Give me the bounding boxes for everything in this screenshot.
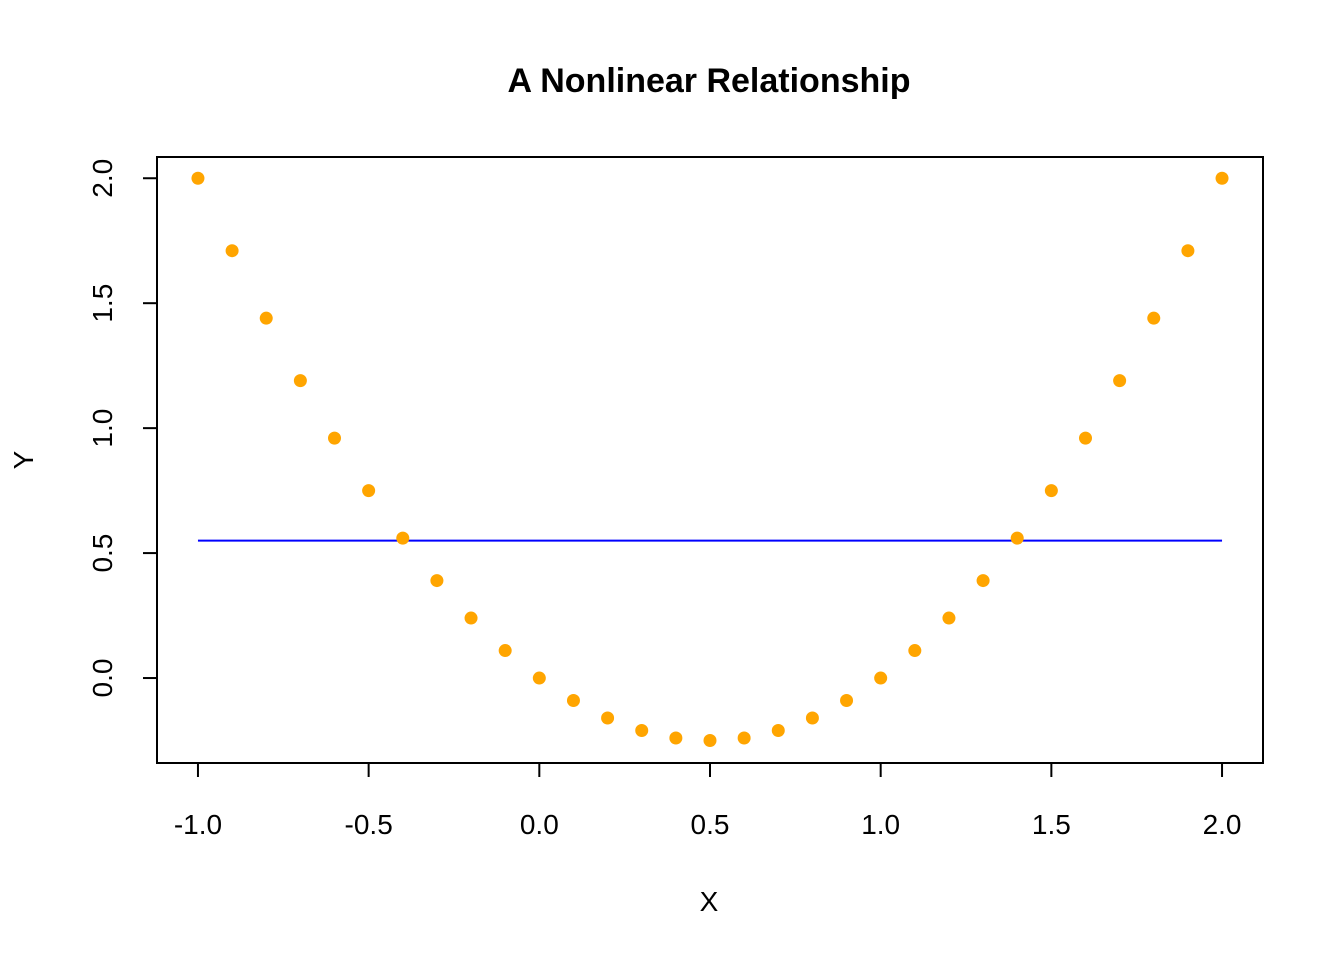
y-tick-label: 0.5 (87, 534, 118, 573)
data-point (396, 531, 410, 545)
data-point (1113, 374, 1127, 388)
data-point (771, 724, 785, 738)
data-point (1078, 431, 1092, 445)
y-tick-label: 2.0 (87, 159, 118, 198)
data-point (1010, 531, 1024, 545)
data-point (703, 734, 717, 748)
data-point (874, 671, 888, 685)
x-tick-label: 1.5 (1032, 809, 1071, 840)
data-point (840, 694, 854, 708)
data-point (635, 724, 649, 738)
y-tick-label: 1.0 (87, 409, 118, 448)
data-point (191, 171, 205, 185)
data-point (362, 484, 376, 498)
data-point (259, 311, 273, 325)
x-axis-label: X (700, 886, 719, 917)
data-point (976, 574, 990, 588)
data-point (1215, 171, 1229, 185)
data-point (1181, 244, 1195, 258)
data-point (430, 574, 444, 588)
y-tick-label: 0.0 (87, 659, 118, 698)
x-tick-label: 0.0 (520, 809, 559, 840)
data-point (498, 644, 512, 658)
data-point (601, 711, 615, 725)
data-point (805, 711, 819, 725)
data-point (908, 644, 922, 658)
data-point (328, 431, 342, 445)
data-point (737, 731, 751, 745)
data-point (942, 611, 956, 625)
y-axis-label: Y (8, 450, 39, 469)
x-axis: -1.0 -0.5 0.0 0.5 1.0 1.5 2.0 (174, 762, 1242, 840)
plot-frame (156, 156, 1264, 764)
x-tick-label: 2.0 (1203, 809, 1242, 840)
data-point (225, 244, 239, 258)
chart-title: A Nonlinear Relationship (507, 62, 910, 100)
data-point (532, 671, 546, 685)
data-point (1044, 484, 1058, 498)
x-tick-label: -0.5 (345, 809, 393, 840)
y-axis: 0.0 0.5 1.0 1.5 2.0 (87, 159, 158, 698)
data-point (566, 694, 580, 708)
data-point (669, 731, 683, 745)
plot-area (191, 171, 1229, 748)
y-tick-label: 1.5 (87, 284, 118, 323)
x-tick-label: 0.5 (691, 809, 730, 840)
data-point (1147, 311, 1161, 325)
data-point (464, 611, 478, 625)
x-tick-label: 1.0 (861, 809, 900, 840)
x-tick-label: -1.0 (174, 809, 222, 840)
data-point (293, 374, 307, 388)
